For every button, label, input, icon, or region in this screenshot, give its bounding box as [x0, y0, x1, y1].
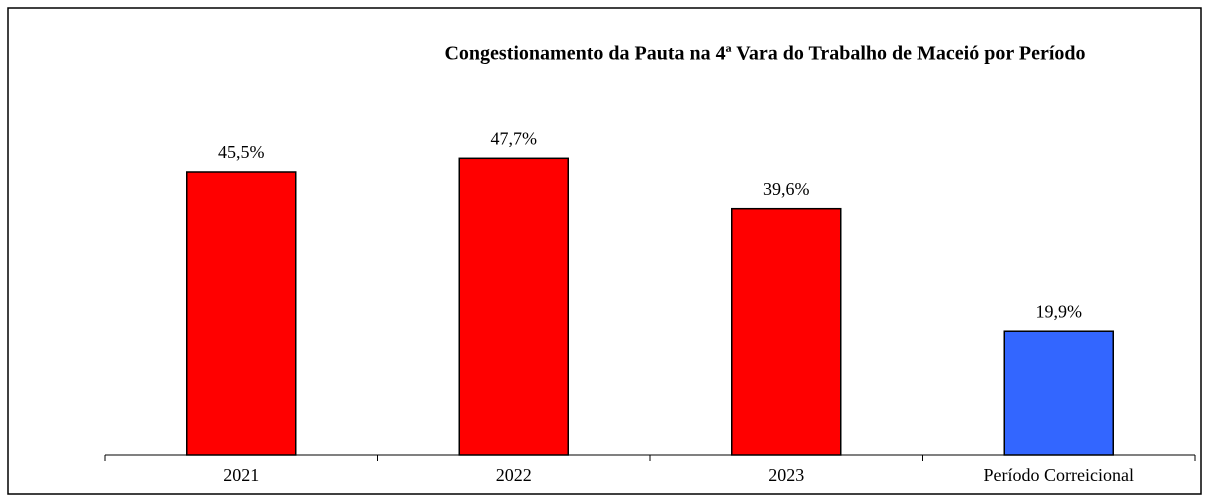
data-label: 19,9%	[1036, 301, 1083, 321]
chart-title: Congestionamento da Pauta na 4ª Vara do …	[444, 43, 1085, 65]
data-label: 47,7%	[491, 128, 538, 148]
data-label: 39,6%	[763, 179, 810, 199]
bar	[731, 207, 842, 456]
x-tick-label: 2023	[768, 465, 804, 485]
bar	[458, 157, 569, 456]
x-tick-label: 2022	[496, 465, 532, 485]
data-label: 45,5%	[218, 142, 265, 162]
x-tick-label: Período Correicional	[984, 465, 1134, 485]
x-tick-label: 2021	[223, 465, 259, 485]
bar	[1003, 330, 1114, 456]
bar	[186, 171, 297, 456]
